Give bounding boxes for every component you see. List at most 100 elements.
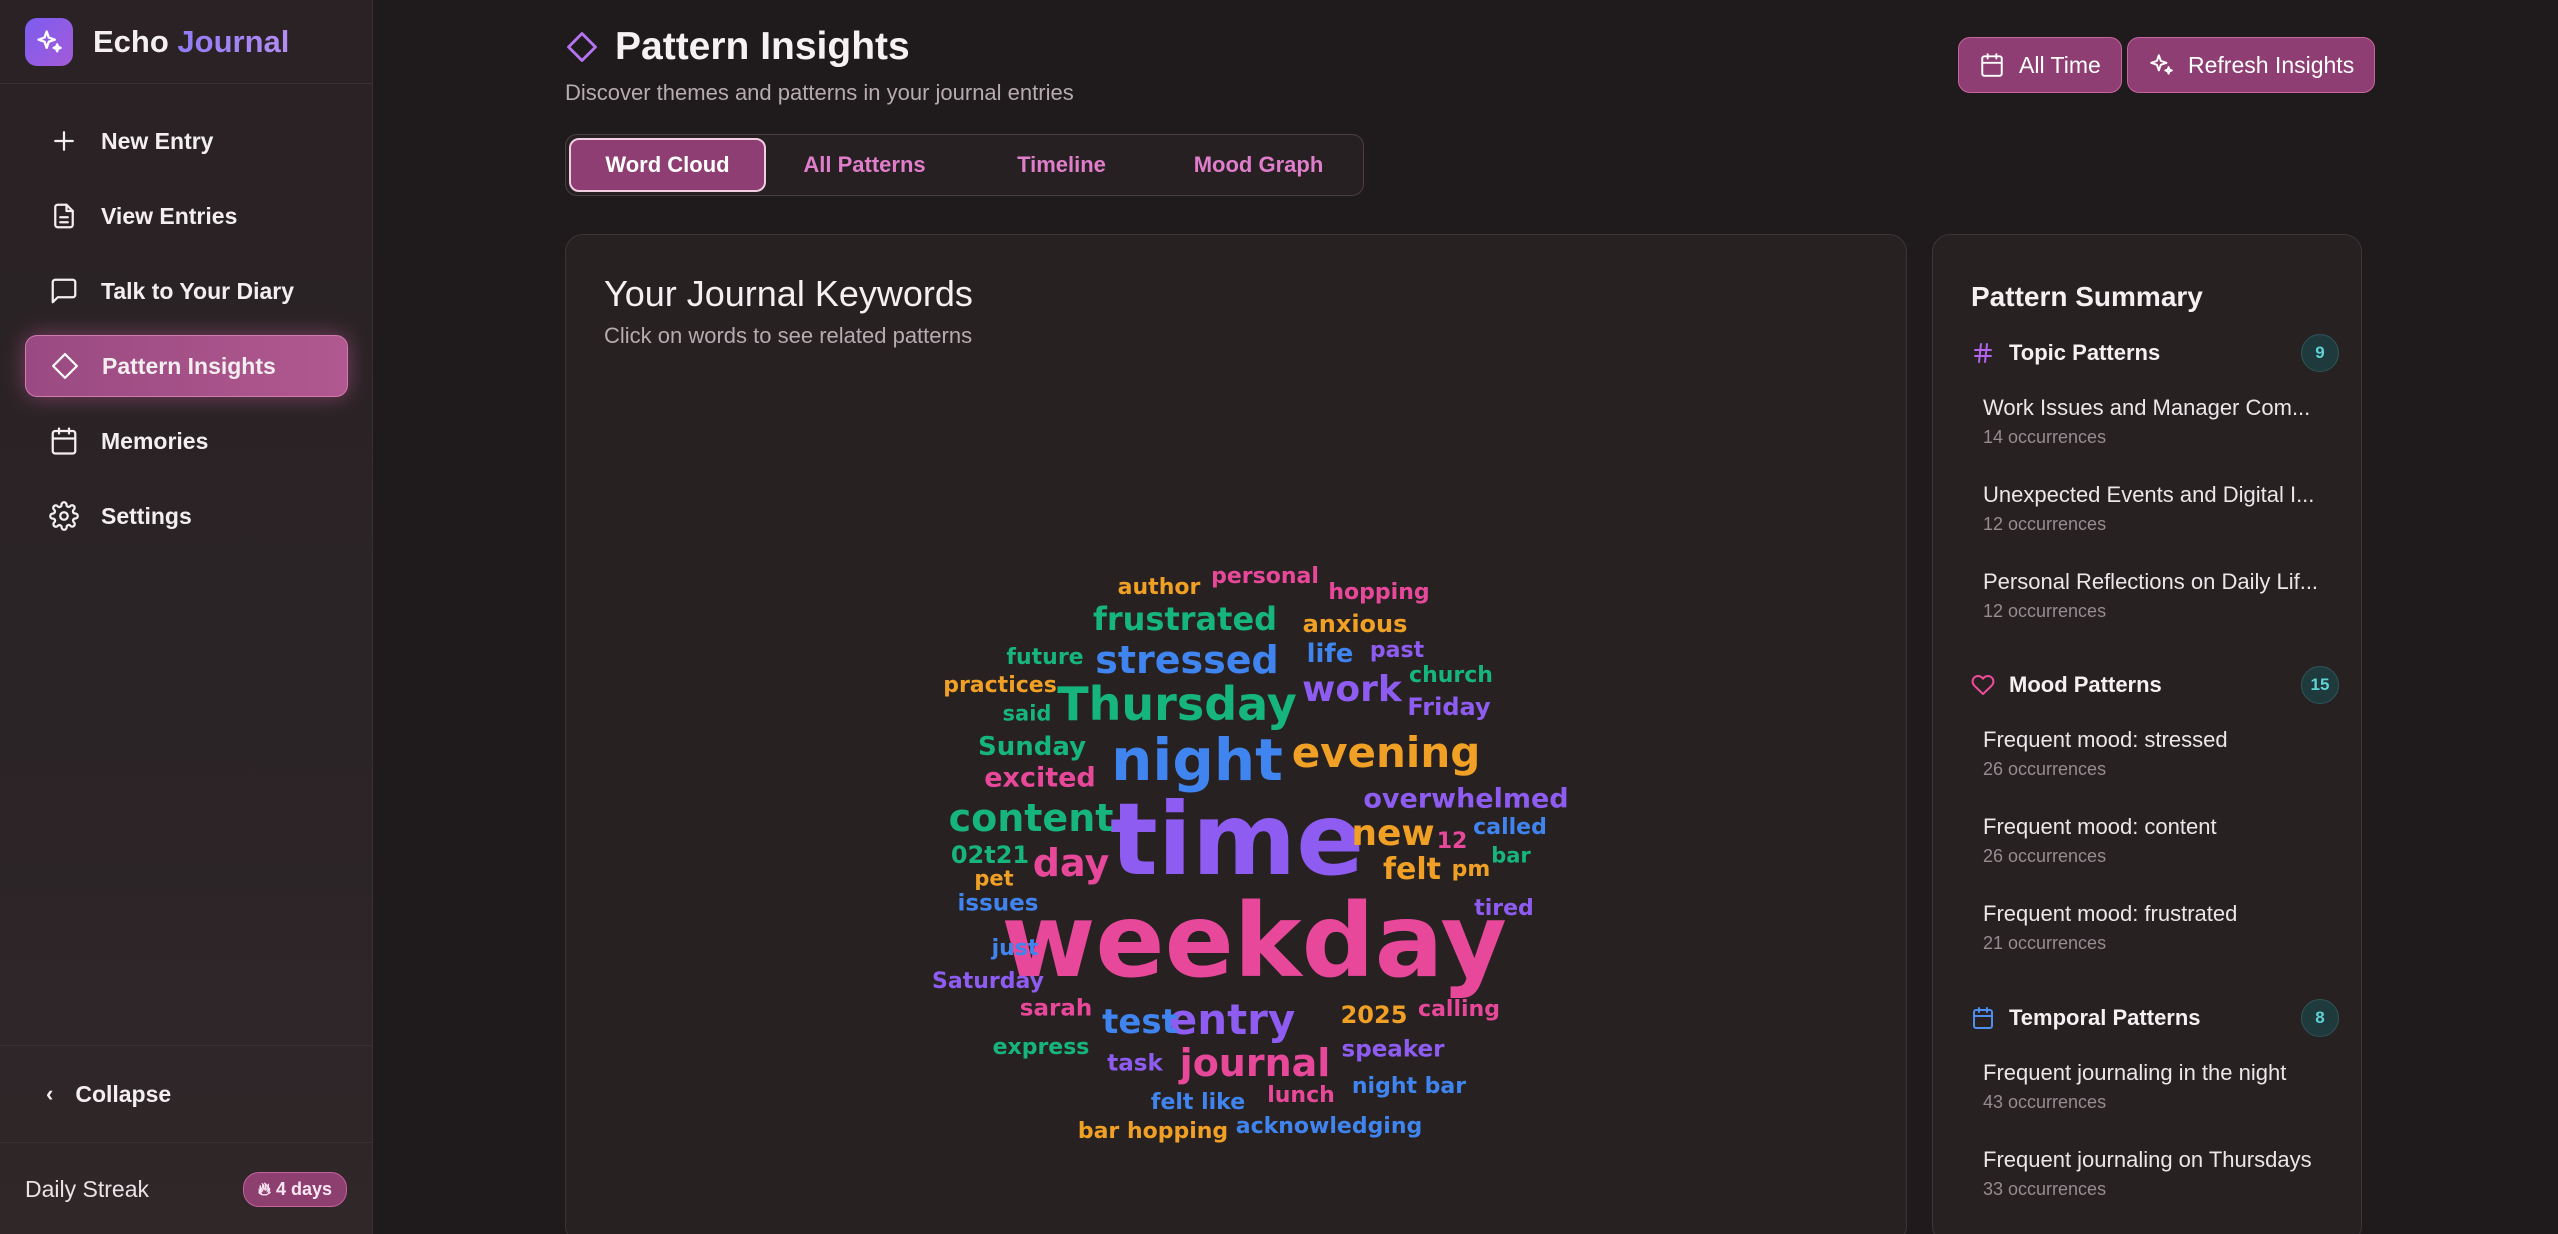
keyword[interactable]: weekday	[1001, 882, 1507, 1001]
keyword[interactable]: called	[1473, 815, 1547, 840]
keyword[interactable]: Saturday	[932, 969, 1044, 994]
keyword[interactable]: issues	[957, 890, 1039, 917]
keyword[interactable]: express	[992, 1035, 1090, 1060]
keyword[interactable]: life	[1306, 639, 1354, 669]
pattern-item[interactable]: Work Issues and Manager Com... 14 occurr…	[1983, 395, 2339, 460]
keyword[interactable]: evening	[1291, 728, 1481, 777]
section-header[interactable]: Topic Patterns 9	[1971, 333, 2339, 373]
pattern-item-title: Unexpected Events and Digital I...	[1983, 482, 2315, 507]
keyword[interactable]: practices	[943, 673, 1057, 698]
keyword[interactable]: overwhelmed	[1363, 783, 1569, 815]
heart-icon	[1971, 675, 1995, 695]
keyword[interactable]: speaker	[1341, 1036, 1445, 1063]
pattern-item-title: Frequent mood: content	[1983, 814, 2217, 839]
keyword[interactable]: entry	[1168, 995, 1296, 1044]
pattern-item[interactable]: Frequent journaling in the night 43 occu…	[1983, 1060, 2339, 1125]
all-time-button[interactable]: All Time	[1958, 37, 2122, 93]
keyword[interactable]: bar hopping	[1077, 1119, 1229, 1144]
pattern-item[interactable]: Frequent journaling on Thursdays 33 occu…	[1983, 1147, 2339, 1212]
pattern-item-occurrences: 12 occurrences	[1983, 601, 2107, 621]
sidebar-item-talk-to-diary[interactable]: Talk to Your Diary	[25, 260, 348, 322]
keyword[interactable]: felt like	[1150, 1090, 1246, 1115]
pattern-item-occurrences: 26 occurrences	[1983, 846, 2107, 866]
sidebar-item-memories[interactable]: Memories	[25, 410, 348, 472]
tab-all-patterns[interactable]: All Patterns	[803, 152, 926, 177]
tab-word-cloud[interactable]: Word Cloud	[569, 138, 766, 192]
keyword[interactable]: just	[991, 936, 1039, 961]
page-subtitle: Discover themes and patterns in your jou…	[565, 80, 1074, 105]
keyword[interactable]: calling	[1418, 997, 1500, 1022]
keyword[interactable]: future	[1006, 645, 1084, 670]
pattern-item-title: Frequent mood: stressed	[1983, 727, 2228, 752]
sidebar-item-view-entries[interactable]: View Entries	[25, 185, 348, 247]
diamond-icon	[567, 32, 597, 62]
all-time-label: All Time	[2019, 51, 2101, 78]
pattern-summary-title: Pattern Summary	[1971, 281, 2203, 312]
keyword[interactable]: church	[1409, 663, 1493, 688]
tab-timeline[interactable]: Timeline	[1017, 152, 1106, 177]
keyword[interactable]: personal	[1211, 564, 1319, 589]
keyword[interactable]: pet	[974, 866, 1014, 891]
keyword[interactable]: task	[1107, 1050, 1163, 1077]
pattern-item[interactable]: Frequent mood: stressed 26 occurrences	[1983, 727, 2339, 792]
keyword[interactable]: 02t21	[950, 841, 1030, 869]
pattern-item[interactable]: Unexpected Events and Digital I... 12 oc…	[1983, 482, 2339, 547]
keyword[interactable]: new	[1351, 813, 1435, 854]
keyword[interactable]: frustrated	[1092, 600, 1278, 638]
keyword[interactable]: acknowledging	[1235, 1114, 1423, 1139]
keyword[interactable]: night bar	[1351, 1074, 1467, 1099]
keyword[interactable]: work	[1302, 669, 1402, 710]
section-header[interactable]: Temporal Patterns 8	[1971, 998, 2339, 1038]
keywords-title: Your Journal Keywords	[604, 273, 973, 314]
keyword[interactable]: stressed	[1095, 638, 1279, 682]
keyword[interactable]: tired	[1474, 896, 1534, 921]
section-label: Topic Patterns	[2009, 340, 2161, 365]
keyword[interactable]: Sunday	[977, 732, 1087, 762]
chat-bubble-icon	[51, 278, 77, 304]
keyword[interactable]: night	[1111, 726, 1283, 794]
keywords-card: Your Journal Keywords Click on words to …	[565, 234, 1907, 1234]
section-header[interactable]: Mood Patterns 15	[1971, 665, 2339, 705]
keyword[interactable]: hopping	[1328, 580, 1430, 605]
tab-mood-graph[interactable]: Mood Graph	[1193, 152, 1324, 177]
pattern-item-occurrences: 12 occurrences	[1983, 514, 2107, 534]
diamond-icon	[52, 353, 78, 379]
sidebar-item-pattern-insights[interactable]: Pattern Insights	[25, 335, 348, 397]
sidebar-item-settings[interactable]: Settings	[25, 485, 348, 547]
sidebar-item-new-entry[interactable]: New Entry	[25, 110, 348, 172]
keyword[interactable]: content	[948, 796, 1114, 840]
collapse-button[interactable]: ‹ Collapse	[0, 1046, 372, 1142]
keyword[interactable]: 12	[1436, 829, 1468, 854]
keyword[interactable]: sarah	[1019, 995, 1093, 1022]
keyword[interactable]: anxious	[1302, 610, 1408, 638]
mood-patterns-section: Mood Patterns 15 Frequent mood: stressed…	[1971, 665, 2339, 966]
keyword[interactable]: day	[1032, 841, 1110, 885]
pattern-item-title: Work Issues and Manager Com...	[1983, 395, 2311, 420]
sidebar-footer: ‹ Collapse Daily Streak 🔥︎ 4 days	[0, 1045, 372, 1234]
keyword[interactable]: time	[1109, 781, 1365, 898]
count-badge: 9	[2301, 334, 2339, 372]
keyword[interactable]: Friday	[1407, 693, 1491, 721]
keyword[interactable]: felt	[1382, 852, 1442, 887]
keyword[interactable]: lunch	[1267, 1083, 1335, 1108]
keyword[interactable]: pm	[1451, 857, 1491, 882]
keyword[interactable]: journal	[1179, 1041, 1331, 1085]
pattern-item[interactable]: Personal Reflections on Daily Lif... 12 …	[1983, 569, 2339, 634]
calendar-icon	[51, 427, 77, 455]
pattern-item[interactable]: Frequent mood: content 26 occurrences	[1983, 814, 2339, 879]
refresh-insights-button[interactable]: Refresh Insights	[2127, 37, 2376, 93]
pattern-item-title: Frequent journaling in the night	[1983, 1060, 2287, 1085]
daily-streak-label: Daily Streak	[25, 1175, 149, 1202]
keyword[interactable]: Thursday	[1057, 677, 1297, 731]
keyword[interactable]: said	[1002, 701, 1052, 726]
keyword[interactable]: past	[1369, 638, 1425, 663]
keyword[interactable]: 2025	[1340, 1001, 1408, 1029]
keyword[interactable]: excited	[984, 762, 1096, 794]
keyword[interactable]: bar	[1491, 843, 1531, 868]
pattern-item[interactable]: Frequent mood: frustrated 21 occurrences	[1983, 901, 2339, 966]
sidebar-item-label: New Entry	[101, 127, 214, 154]
keyword[interactable]: test	[1102, 1002, 1178, 1042]
keyword[interactable]: author	[1117, 575, 1201, 600]
section-label: Temporal Patterns	[2009, 1005, 2201, 1030]
sidebar-nav: New Entry View Entries Talk to Your Diar…	[25, 110, 348, 560]
